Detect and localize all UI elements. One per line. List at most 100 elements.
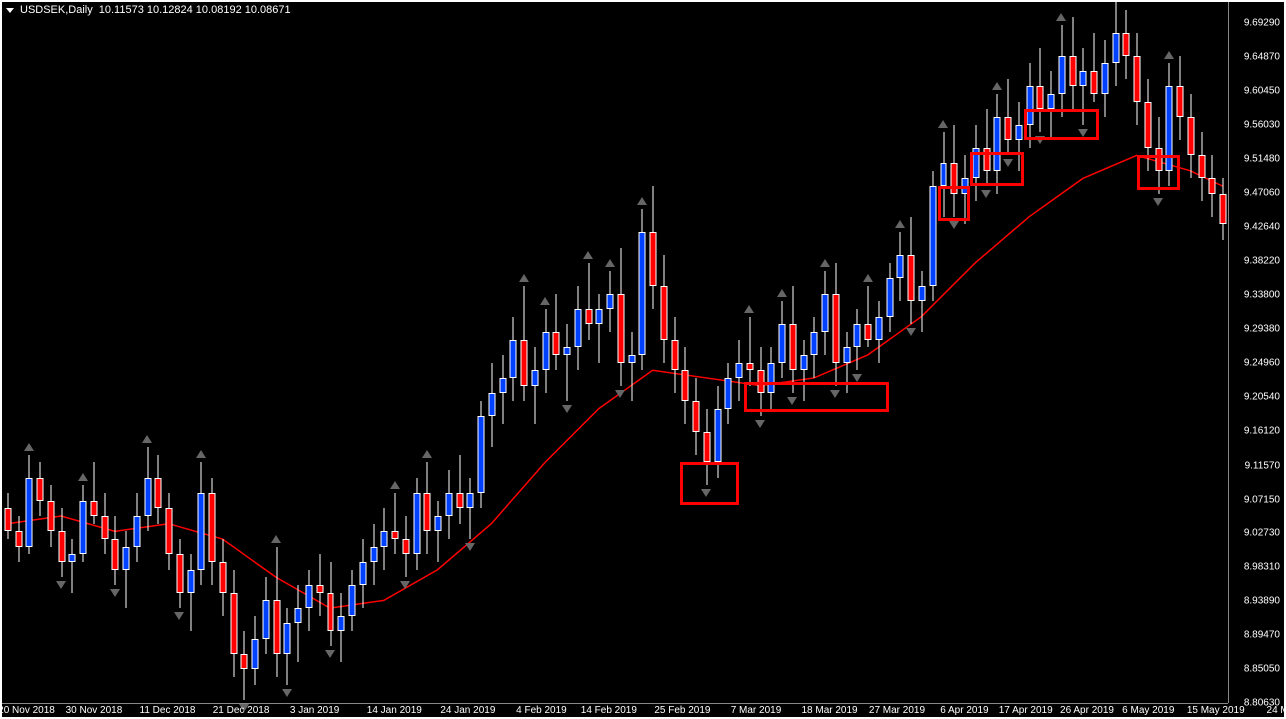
candlestick [7, 2, 8, 703]
candlestick [169, 2, 170, 703]
date-axis: 20 Nov 201830 Nov 201811 Dec 201821 Dec … [2, 703, 1228, 717]
candlestick [233, 2, 234, 703]
candlestick [771, 2, 772, 703]
candlestick [104, 2, 105, 703]
candlestick [975, 2, 976, 703]
candlestick [481, 2, 482, 703]
fractal-up-icon [895, 220, 905, 228]
candlestick [1201, 2, 1202, 703]
candlestick [653, 2, 654, 703]
candlestick [965, 2, 966, 703]
fractal-down-icon [1153, 198, 1163, 206]
candlestick [803, 2, 804, 703]
candlestick [72, 2, 73, 703]
x-tick-label: 4 Feb 2019 [516, 705, 567, 716]
candlestick [50, 2, 51, 703]
ohlc-label: 10.11573 10.12824 10.08192 10.08671 [99, 4, 291, 16]
y-tick-label: 9.24960 [1244, 357, 1280, 368]
x-tick-label: 20 Nov 2018 [0, 705, 55, 716]
fractal-up-icon [142, 435, 152, 443]
x-tick-label: 15 May 2019 [1187, 705, 1245, 716]
fractal-up-icon [78, 473, 88, 481]
moving-average-line [2, 2, 1228, 703]
candlestick [1212, 2, 1213, 703]
candlestick [470, 2, 471, 703]
candlestick [384, 2, 385, 703]
y-tick-label: 9.29380 [1244, 323, 1280, 334]
candlestick [567, 2, 568, 703]
candlestick [115, 2, 116, 703]
candlestick [255, 2, 256, 703]
candlestick [147, 2, 148, 703]
x-tick-label: 21 Dec 2018 [213, 705, 270, 716]
candlestick [319, 2, 320, 703]
candlestick [663, 2, 664, 703]
candlestick [792, 2, 793, 703]
candlestick [40, 2, 41, 703]
candlestick [1190, 2, 1191, 703]
x-tick-label: 6 May 2019 [1122, 705, 1174, 716]
candlestick [341, 2, 342, 703]
candlestick [556, 2, 557, 703]
fractal-down-icon [282, 689, 292, 697]
candlestick [405, 2, 406, 703]
candlestick [1126, 2, 1127, 703]
x-tick-label: 14 Feb 2019 [581, 705, 637, 716]
candlestick [1223, 2, 1224, 703]
candlestick [1008, 2, 1009, 703]
candlestick [222, 2, 223, 703]
candlestick [93, 2, 94, 703]
candlestick [524, 2, 525, 703]
y-tick-label: 9.56030 [1244, 119, 1280, 130]
candlestick [545, 2, 546, 703]
fractal-down-icon [465, 543, 475, 551]
fractal-up-icon [1164, 51, 1174, 59]
x-tick-label: 6 Apr 2019 [940, 705, 988, 716]
price-axis: 9.692909.648709.604509.560309.514809.470… [1228, 2, 1284, 703]
candlestick [212, 2, 213, 703]
fractal-up-icon [992, 82, 1002, 90]
highlight-rectangle [938, 186, 970, 221]
candlestick [395, 2, 396, 703]
candlestick [631, 2, 632, 703]
x-tick-label: 17 Apr 2019 [999, 705, 1053, 716]
fractal-up-icon [863, 274, 873, 282]
fractal-down-icon [400, 581, 410, 589]
candlestick [997, 2, 998, 703]
candlestick [577, 2, 578, 703]
candlestick [18, 2, 19, 703]
candlestick [158, 2, 159, 703]
candlestick [1083, 2, 1084, 703]
highlight-rectangle [970, 152, 1024, 187]
candlestick [943, 2, 944, 703]
y-tick-label: 9.33800 [1244, 290, 1280, 301]
y-tick-label: 9.16120 [1244, 425, 1280, 436]
candlestick [276, 2, 277, 703]
candlestick [244, 2, 245, 703]
candlestick [1137, 2, 1138, 703]
candlestick [201, 2, 202, 703]
chart-window[interactable]: USDSEK,Daily 10.11573 10.12824 10.08192 … [0, 0, 1286, 719]
fractal-up-icon [583, 251, 593, 259]
y-tick-label: 9.07150 [1244, 494, 1280, 505]
candlestick [642, 2, 643, 703]
candlestick [126, 2, 127, 703]
candlestick [911, 2, 912, 703]
candlestick [416, 2, 417, 703]
candlestick [1169, 2, 1170, 703]
fractal-down-icon [615, 390, 625, 398]
candlestick [825, 2, 826, 703]
candlestick [179, 2, 180, 703]
candlestick [265, 2, 266, 703]
candlestick [932, 2, 933, 703]
fractal-down-icon [906, 328, 916, 336]
dropdown-icon[interactable] [6, 8, 14, 13]
candlestick [1018, 2, 1019, 703]
highlight-rectangle [1137, 155, 1180, 190]
y-tick-label: 9.20540 [1244, 391, 1280, 402]
chart-plot-area[interactable] [2, 2, 1228, 703]
candlestick [459, 2, 460, 703]
candlestick [620, 2, 621, 703]
candlestick [857, 2, 858, 703]
candlestick [889, 2, 890, 703]
